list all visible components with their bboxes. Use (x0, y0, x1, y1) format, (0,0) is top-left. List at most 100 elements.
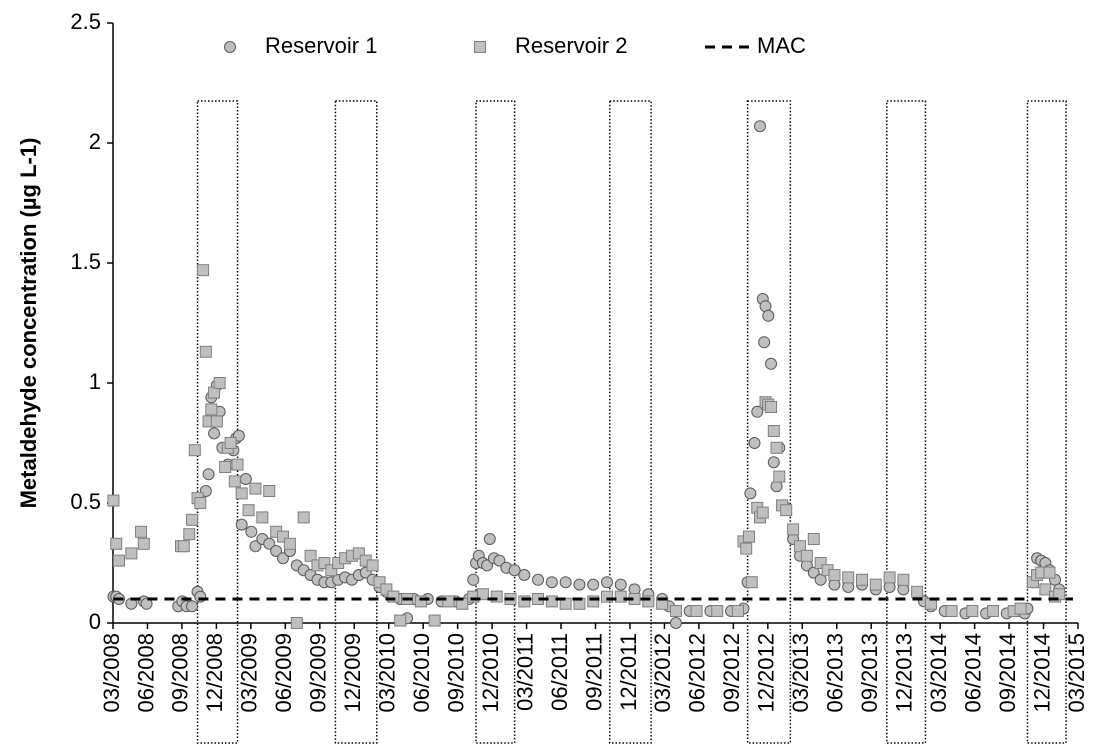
data-square (587, 595, 600, 608)
data-square (770, 441, 783, 454)
data-square (842, 571, 855, 584)
data-square (394, 614, 407, 627)
data-point (208, 427, 221, 440)
data-point (762, 309, 775, 322)
data-square (787, 523, 800, 536)
data-square (228, 475, 241, 488)
data-point (614, 578, 627, 591)
data-square (194, 497, 207, 509)
data-square (442, 595, 455, 608)
data-point (573, 578, 586, 591)
data-square (745, 576, 758, 589)
data-square (263, 485, 276, 497)
data-square (966, 605, 979, 617)
x-tick-label: 12/2014 (1029, 633, 1054, 713)
data-square (856, 573, 869, 586)
data-square (110, 537, 123, 550)
data-point (814, 573, 827, 586)
x-tick-label: 12/2008 (202, 633, 227, 713)
data-square (911, 585, 924, 598)
y-tick-label: 2 (89, 129, 101, 154)
data-square (780, 504, 793, 517)
legend-label: Reservoir 1 (265, 33, 377, 58)
data-square (290, 617, 303, 629)
data-square (711, 605, 724, 617)
data-square (807, 533, 820, 545)
data-square (325, 564, 338, 577)
data-point (587, 578, 600, 591)
data-square (614, 590, 627, 603)
data-square (800, 549, 813, 562)
data-point (669, 617, 682, 629)
x-tick-label: 09/2009 (306, 633, 331, 713)
x-tick-label: 06/2009 (271, 633, 296, 713)
x-tick-label: 06/2010 (409, 633, 434, 713)
x-tick-label: 09/2010 (443, 633, 468, 713)
data-square (219, 461, 232, 473)
x-tick-label: 09/2011 (581, 633, 606, 711)
data-square (869, 578, 882, 591)
y-axis-title: Metaldehyde concentration (µg L-1) (16, 138, 41, 509)
highlight-period (608, 100, 652, 744)
data-square (1014, 602, 1027, 615)
data-square (642, 595, 655, 608)
data-square (277, 530, 290, 543)
data-square (242, 504, 255, 517)
data-square (231, 458, 244, 471)
data-point (467, 573, 480, 586)
data-point (807, 566, 820, 579)
x-tick-label: 06/2014 (960, 633, 985, 713)
data-square (137, 537, 150, 550)
data-square (387, 590, 400, 603)
data-point (754, 120, 767, 133)
y-tick-label: 1 (89, 369, 101, 394)
data-square (428, 614, 441, 627)
highlight-period (1026, 100, 1067, 744)
data-square (828, 569, 841, 581)
x-tick-label: 12/2012 (754, 633, 779, 713)
data-point (744, 487, 757, 500)
data-square (897, 573, 910, 586)
data-square (224, 437, 237, 449)
data-square (235, 487, 248, 500)
data-square (197, 264, 210, 277)
data-point (277, 552, 290, 565)
x-tick-label: 03/2008 (99, 633, 124, 713)
data-square (600, 590, 613, 603)
data-square (793, 540, 806, 553)
data-square (199, 345, 212, 358)
data-square (1053, 588, 1066, 601)
data-square (380, 583, 393, 596)
data-point (751, 405, 764, 418)
x-tick-label: 12/2013 (891, 633, 916, 713)
x-tick-label: 06/2013 (823, 633, 848, 713)
data-square (283, 537, 296, 550)
data-point (263, 537, 276, 550)
data-square (765, 401, 778, 413)
data-square (690, 605, 703, 617)
data-square (125, 547, 138, 560)
data-point (758, 336, 771, 349)
legend-marker (224, 41, 236, 53)
data-square (112, 554, 125, 567)
x-tick-label: 03/2010 (375, 633, 400, 713)
data-square (559, 597, 572, 610)
data-point (245, 525, 258, 538)
data-point (235, 518, 248, 531)
data-square (366, 559, 379, 572)
highlight-period (196, 100, 239, 744)
data-point (532, 573, 545, 586)
legend-label: Reservoir 2 (515, 33, 627, 58)
x-tick-label: 09/2012 (719, 633, 744, 713)
data-point (140, 597, 153, 610)
data-square (773, 470, 786, 483)
data-square (986, 605, 999, 617)
highlight-period (334, 100, 378, 744)
legend-marker (474, 41, 486, 53)
highlight-period (746, 100, 792, 744)
data-square (318, 557, 331, 569)
data-square (188, 444, 201, 457)
data-square (518, 595, 531, 608)
data-square (135, 525, 148, 538)
